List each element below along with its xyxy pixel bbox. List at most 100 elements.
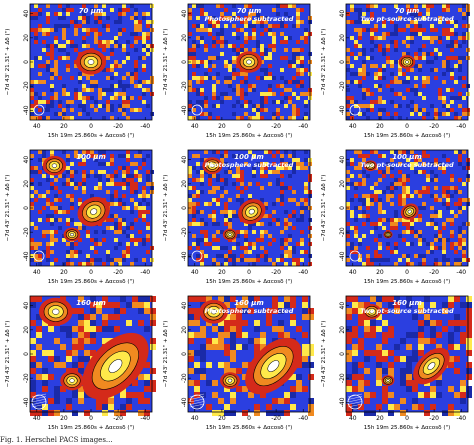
source-blob xyxy=(400,203,419,220)
noise-pixel xyxy=(196,60,200,64)
noise-pixel xyxy=(398,116,402,120)
noise-pixel xyxy=(216,186,220,190)
noise-pixel xyxy=(42,368,48,374)
noise-pixel xyxy=(304,92,308,96)
noise-pixel xyxy=(102,116,106,120)
noise-pixel xyxy=(72,368,78,374)
noise-pixel xyxy=(264,56,268,60)
noise-pixel xyxy=(438,166,442,170)
noise-pixel xyxy=(236,36,240,40)
noise-pixel xyxy=(454,344,460,350)
noise-pixel xyxy=(370,202,374,206)
noise-pixel xyxy=(218,326,224,332)
source-blob xyxy=(60,370,84,391)
noise-pixel xyxy=(370,332,376,338)
x-tick-label: 0 xyxy=(247,415,251,422)
noise-pixel xyxy=(42,380,48,386)
noise-pixel xyxy=(308,350,314,356)
noise-pixel xyxy=(260,198,264,202)
x-tick-label: -40 xyxy=(456,269,466,276)
noise-pixel xyxy=(308,344,314,350)
noise-pixel xyxy=(200,368,206,374)
x-tick-label: 40 xyxy=(191,269,199,276)
source-core xyxy=(210,163,215,168)
noise-pixel xyxy=(66,4,70,8)
noise-pixel xyxy=(70,262,74,266)
noise-pixel xyxy=(66,24,70,28)
noise-pixel xyxy=(412,398,418,404)
noise-pixel xyxy=(264,100,268,104)
noise-pixel xyxy=(378,76,382,80)
noise-pixel xyxy=(458,206,462,210)
noise-pixel xyxy=(46,100,50,104)
noise-pixel xyxy=(300,56,304,60)
noise-pixel xyxy=(426,36,430,40)
noise-pixel xyxy=(466,362,472,368)
noise-pixel xyxy=(74,222,78,226)
noise-pixel xyxy=(114,410,120,416)
noise-pixel xyxy=(36,296,42,302)
panel-title: 100 µm xyxy=(76,153,106,161)
noise-pixel xyxy=(256,44,260,48)
noise-pixel xyxy=(434,234,438,238)
noise-pixel xyxy=(358,302,364,308)
noise-pixel xyxy=(260,44,264,48)
noise-pixel xyxy=(122,104,126,108)
noise-pixel xyxy=(34,56,38,60)
noise-pixel xyxy=(54,44,58,48)
noise-pixel xyxy=(394,60,398,64)
noise-pixel xyxy=(228,16,232,20)
noise-pixel xyxy=(382,68,386,72)
noise-pixel xyxy=(200,326,206,332)
x-tick-label: 40 xyxy=(33,415,41,422)
noise-pixel xyxy=(252,222,256,226)
noise-pixel xyxy=(402,80,406,84)
y-axis-label: −7d 43' 21.31" + Δδ (") xyxy=(321,29,327,96)
noise-pixel xyxy=(260,108,264,112)
noise-pixel xyxy=(122,174,126,178)
noise-pixel xyxy=(94,32,98,36)
noise-pixel xyxy=(240,198,244,202)
noise-pixel xyxy=(260,246,264,250)
x-tick-label: -20 xyxy=(429,415,439,422)
noise-pixel xyxy=(244,76,248,80)
noise-pixel xyxy=(394,262,398,266)
y-tick-label: -20 xyxy=(339,81,346,91)
noise-pixel xyxy=(46,16,50,20)
noise-pixel xyxy=(42,194,46,198)
noise-pixel xyxy=(362,68,366,72)
noise-pixel xyxy=(196,238,200,242)
noise-pixel xyxy=(354,250,358,254)
noise-pixel xyxy=(212,16,216,20)
noise-pixel xyxy=(78,226,82,230)
noise-pixel xyxy=(240,154,244,158)
noise-pixel xyxy=(114,202,118,206)
noise-pixel xyxy=(114,84,118,88)
noise-pixel xyxy=(426,154,430,158)
noise-pixel xyxy=(354,182,358,186)
noise-pixel xyxy=(126,320,132,326)
noise-pixel xyxy=(74,88,78,92)
noise-pixel xyxy=(130,226,134,230)
noise-pixel xyxy=(102,104,106,108)
noise-pixel xyxy=(454,116,458,120)
noise-pixel xyxy=(276,12,280,16)
noise-pixel xyxy=(122,112,126,116)
noise-pixel xyxy=(36,374,42,380)
noise-pixel xyxy=(224,386,230,392)
noise-pixel xyxy=(38,254,42,258)
noise-pixel xyxy=(410,222,414,226)
noise-pixel xyxy=(216,116,220,120)
noise-pixel xyxy=(272,76,276,80)
noise-pixel xyxy=(216,198,220,202)
noise-pixel xyxy=(394,242,398,246)
noise-pixel xyxy=(280,116,284,120)
noise-pixel xyxy=(66,368,72,374)
noise-pixel xyxy=(398,150,402,154)
noise-pixel xyxy=(50,242,54,246)
noise-pixel xyxy=(196,154,200,158)
noise-pixel xyxy=(442,326,448,332)
noise-pixel xyxy=(358,154,362,158)
noise-pixel xyxy=(134,154,138,158)
noise-pixel xyxy=(188,48,192,52)
